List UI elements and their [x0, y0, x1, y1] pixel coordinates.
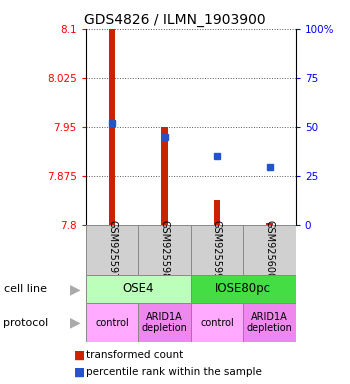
FancyBboxPatch shape	[243, 225, 296, 275]
FancyBboxPatch shape	[138, 225, 191, 275]
FancyBboxPatch shape	[138, 303, 191, 342]
Bar	[161, 127, 168, 225]
FancyBboxPatch shape	[191, 275, 296, 303]
Text: OSE4: OSE4	[122, 283, 154, 295]
FancyBboxPatch shape	[86, 225, 138, 275]
Text: GSM925599: GSM925599	[212, 220, 222, 279]
Text: ▶: ▶	[70, 282, 80, 296]
Bar	[214, 200, 220, 225]
Text: protocol: protocol	[4, 318, 49, 328]
Text: GDS4826 / ILMN_1903900: GDS4826 / ILMN_1903900	[84, 13, 266, 27]
FancyBboxPatch shape	[191, 225, 243, 275]
Text: ▶: ▶	[70, 316, 80, 329]
Text: GSM925600: GSM925600	[265, 220, 274, 279]
FancyBboxPatch shape	[243, 303, 296, 342]
Bar	[108, 29, 116, 225]
Text: ARID1A
depletion: ARID1A depletion	[246, 312, 293, 333]
Text: GSM925597: GSM925597	[107, 220, 117, 279]
Text: control: control	[95, 318, 129, 328]
Text: ARID1A
depletion: ARID1A depletion	[141, 312, 188, 333]
Text: transformed count: transformed count	[86, 350, 183, 360]
Text: ■: ■	[74, 366, 85, 379]
Text: ■: ■	[74, 349, 85, 362]
Text: percentile rank within the sample: percentile rank within the sample	[86, 367, 262, 377]
Text: GSM925598: GSM925598	[160, 220, 169, 279]
Text: cell line: cell line	[4, 284, 47, 294]
Bar	[266, 223, 273, 225]
Text: control: control	[200, 318, 234, 328]
Text: IOSE80pc: IOSE80pc	[215, 283, 271, 295]
FancyBboxPatch shape	[191, 303, 243, 342]
FancyBboxPatch shape	[86, 303, 138, 342]
FancyBboxPatch shape	[86, 275, 191, 303]
